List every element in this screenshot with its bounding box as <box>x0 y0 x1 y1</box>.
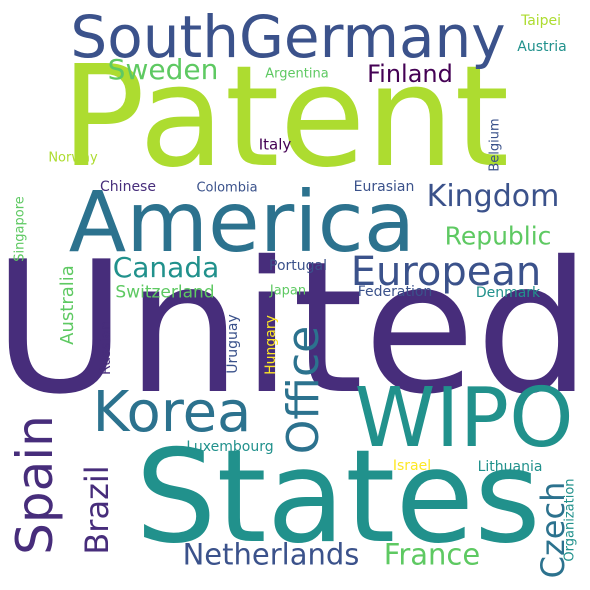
word-argentina: Argentina <box>265 66 329 82</box>
word-canada: Canada <box>112 251 220 284</box>
word-european: European <box>350 249 542 295</box>
word-korea: Korea <box>92 380 252 445</box>
word-austria: Austria <box>517 39 567 55</box>
word-uruguay: Uruguay <box>225 314 241 374</box>
word-republic: Republic <box>444 221 552 251</box>
word-wipo: WIPO <box>354 371 574 466</box>
word-netherlands: Netherlands <box>182 537 360 572</box>
word-kingdom: Kingdom <box>426 179 560 214</box>
word-federation: Federation <box>357 284 433 300</box>
word-finland: Finland <box>367 60 453 88</box>
word-united: United <box>0 222 590 434</box>
word-belgium: Belgium <box>487 118 503 172</box>
word-russian: Russian <box>98 321 114 375</box>
word-states: States <box>135 423 541 572</box>
word-sweden: Sweden <box>107 53 219 86</box>
word-japan: Japan <box>269 283 307 299</box>
word-southgermany: SouthGermany <box>70 3 506 71</box>
word-australia: Australia <box>57 265 78 345</box>
word-switzerland: Switzerland <box>115 282 215 303</box>
word-lithuania: Lithuania <box>477 459 543 475</box>
word-chinese: Chinese <box>100 179 156 195</box>
word-italy: Italy <box>258 135 292 154</box>
word-america: America <box>68 173 416 271</box>
word-singapore: Singapore <box>12 196 28 262</box>
word-portugal: Portugal <box>269 258 327 274</box>
word-luxembourg: Luxembourg <box>186 439 274 455</box>
word-france: France <box>383 537 481 572</box>
word-taipei: Taipei <box>520 13 562 29</box>
word-colombia: Colombia <box>196 180 258 196</box>
word-norway: Norway <box>48 150 98 166</box>
word-eurasian: Eurasian <box>353 179 415 195</box>
word-office: Office <box>278 325 329 455</box>
word-organization: Organization <box>562 478 578 562</box>
word-brazil: Brazil <box>78 465 116 555</box>
word-israel: Israel <box>392 458 432 474</box>
word-denmark: Denmark <box>475 285 541 301</box>
word-spain: Spain <box>6 415 64 555</box>
word-patent: Patent <box>60 36 510 199</box>
word-hungary: Hungary <box>263 315 279 375</box>
